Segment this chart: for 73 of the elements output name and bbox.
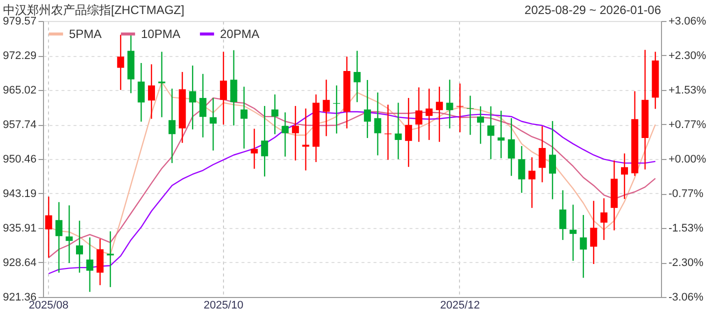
candlestick <box>66 204 73 264</box>
candlestick <box>580 214 587 278</box>
y2-tick-label: +0.00% <box>668 154 706 166</box>
y-tick-label: 943.19 <box>2 188 36 200</box>
candlestick <box>138 62 145 122</box>
legend-label: 20PMA <box>220 27 260 41</box>
candlestick <box>210 97 217 152</box>
candlestick <box>240 86 248 150</box>
legend-label: 10PMA <box>141 27 180 41</box>
candlestick <box>55 202 62 274</box>
candlestick <box>436 86 443 142</box>
y2-tick-label: -0.77% <box>668 188 704 200</box>
y-tick-label: 979.57 <box>2 16 36 28</box>
candlestick <box>250 128 258 170</box>
candlestick <box>559 190 566 241</box>
candlestick <box>261 105 268 178</box>
candlestick <box>477 106 484 144</box>
candlestick <box>446 79 454 129</box>
x-tick-label: 2025/10 <box>204 300 244 312</box>
y-tick-label: 957.74 <box>2 119 36 132</box>
candlestick <box>570 204 577 262</box>
y-tick-label: 928.64 <box>2 256 36 269</box>
y2-tick-label: +2.30% <box>668 50 706 62</box>
candlestick <box>394 102 402 160</box>
candlestick <box>282 112 289 158</box>
candlestick <box>549 120 556 200</box>
chart-title: 中汉郑州农产品综指[ZHCTMAGZ] <box>3 3 184 17</box>
candlestick <box>220 51 227 126</box>
y2-tick-label: +1.53% <box>668 84 706 96</box>
candlestick <box>106 230 114 288</box>
candlestick <box>322 79 330 137</box>
candlestick <box>148 64 155 120</box>
candlestick <box>96 238 104 286</box>
y2-tick-label: -2.30% <box>668 257 704 270</box>
x-tick-label: 2025/08 <box>28 300 69 312</box>
candlestick <box>158 51 166 118</box>
candlestick <box>189 64 196 130</box>
candlestick <box>168 88 176 164</box>
candlestick <box>528 156 536 209</box>
candlestick <box>620 152 628 200</box>
y-tick-label: 965.02 <box>2 84 36 96</box>
y2-tick-label: -1.53% <box>668 222 704 234</box>
y2-tick-label: -3.06% <box>668 292 704 304</box>
candlestick <box>374 92 382 156</box>
candlestick <box>405 97 412 168</box>
x-tick-label: 2025/12 <box>440 300 480 312</box>
candlestick <box>117 34 124 91</box>
candlestick <box>76 220 84 274</box>
candlestick <box>271 94 278 135</box>
candlestick <box>600 198 608 241</box>
candlestick <box>364 79 371 139</box>
y-tick-label: 972.29 <box>2 50 36 62</box>
text: 2025-08-29 ~ 2026-01-06 <box>524 3 662 17</box>
candlestick <box>538 126 546 183</box>
y-tick-label: 950.46 <box>2 154 36 166</box>
candlestick <box>230 50 238 126</box>
y2-tick-label: +3.06% <box>668 16 706 28</box>
candlestick <box>498 110 505 159</box>
y-tick-label: 935.91 <box>2 222 36 235</box>
candlestick <box>86 236 94 292</box>
candlestick <box>518 145 526 194</box>
candlestick <box>508 118 515 176</box>
candlestick <box>45 196 52 258</box>
candlestick <box>292 105 299 162</box>
candlestick <box>354 50 361 103</box>
y2-tick-label: +0.77% <box>668 118 706 131</box>
candlestick <box>466 95 474 136</box>
candlestick <box>487 106 494 160</box>
candlestick <box>415 86 422 142</box>
candlestick <box>426 88 433 141</box>
candlestick <box>199 73 206 138</box>
candlestick <box>590 200 598 265</box>
legend-label: 5PMA <box>69 27 102 41</box>
